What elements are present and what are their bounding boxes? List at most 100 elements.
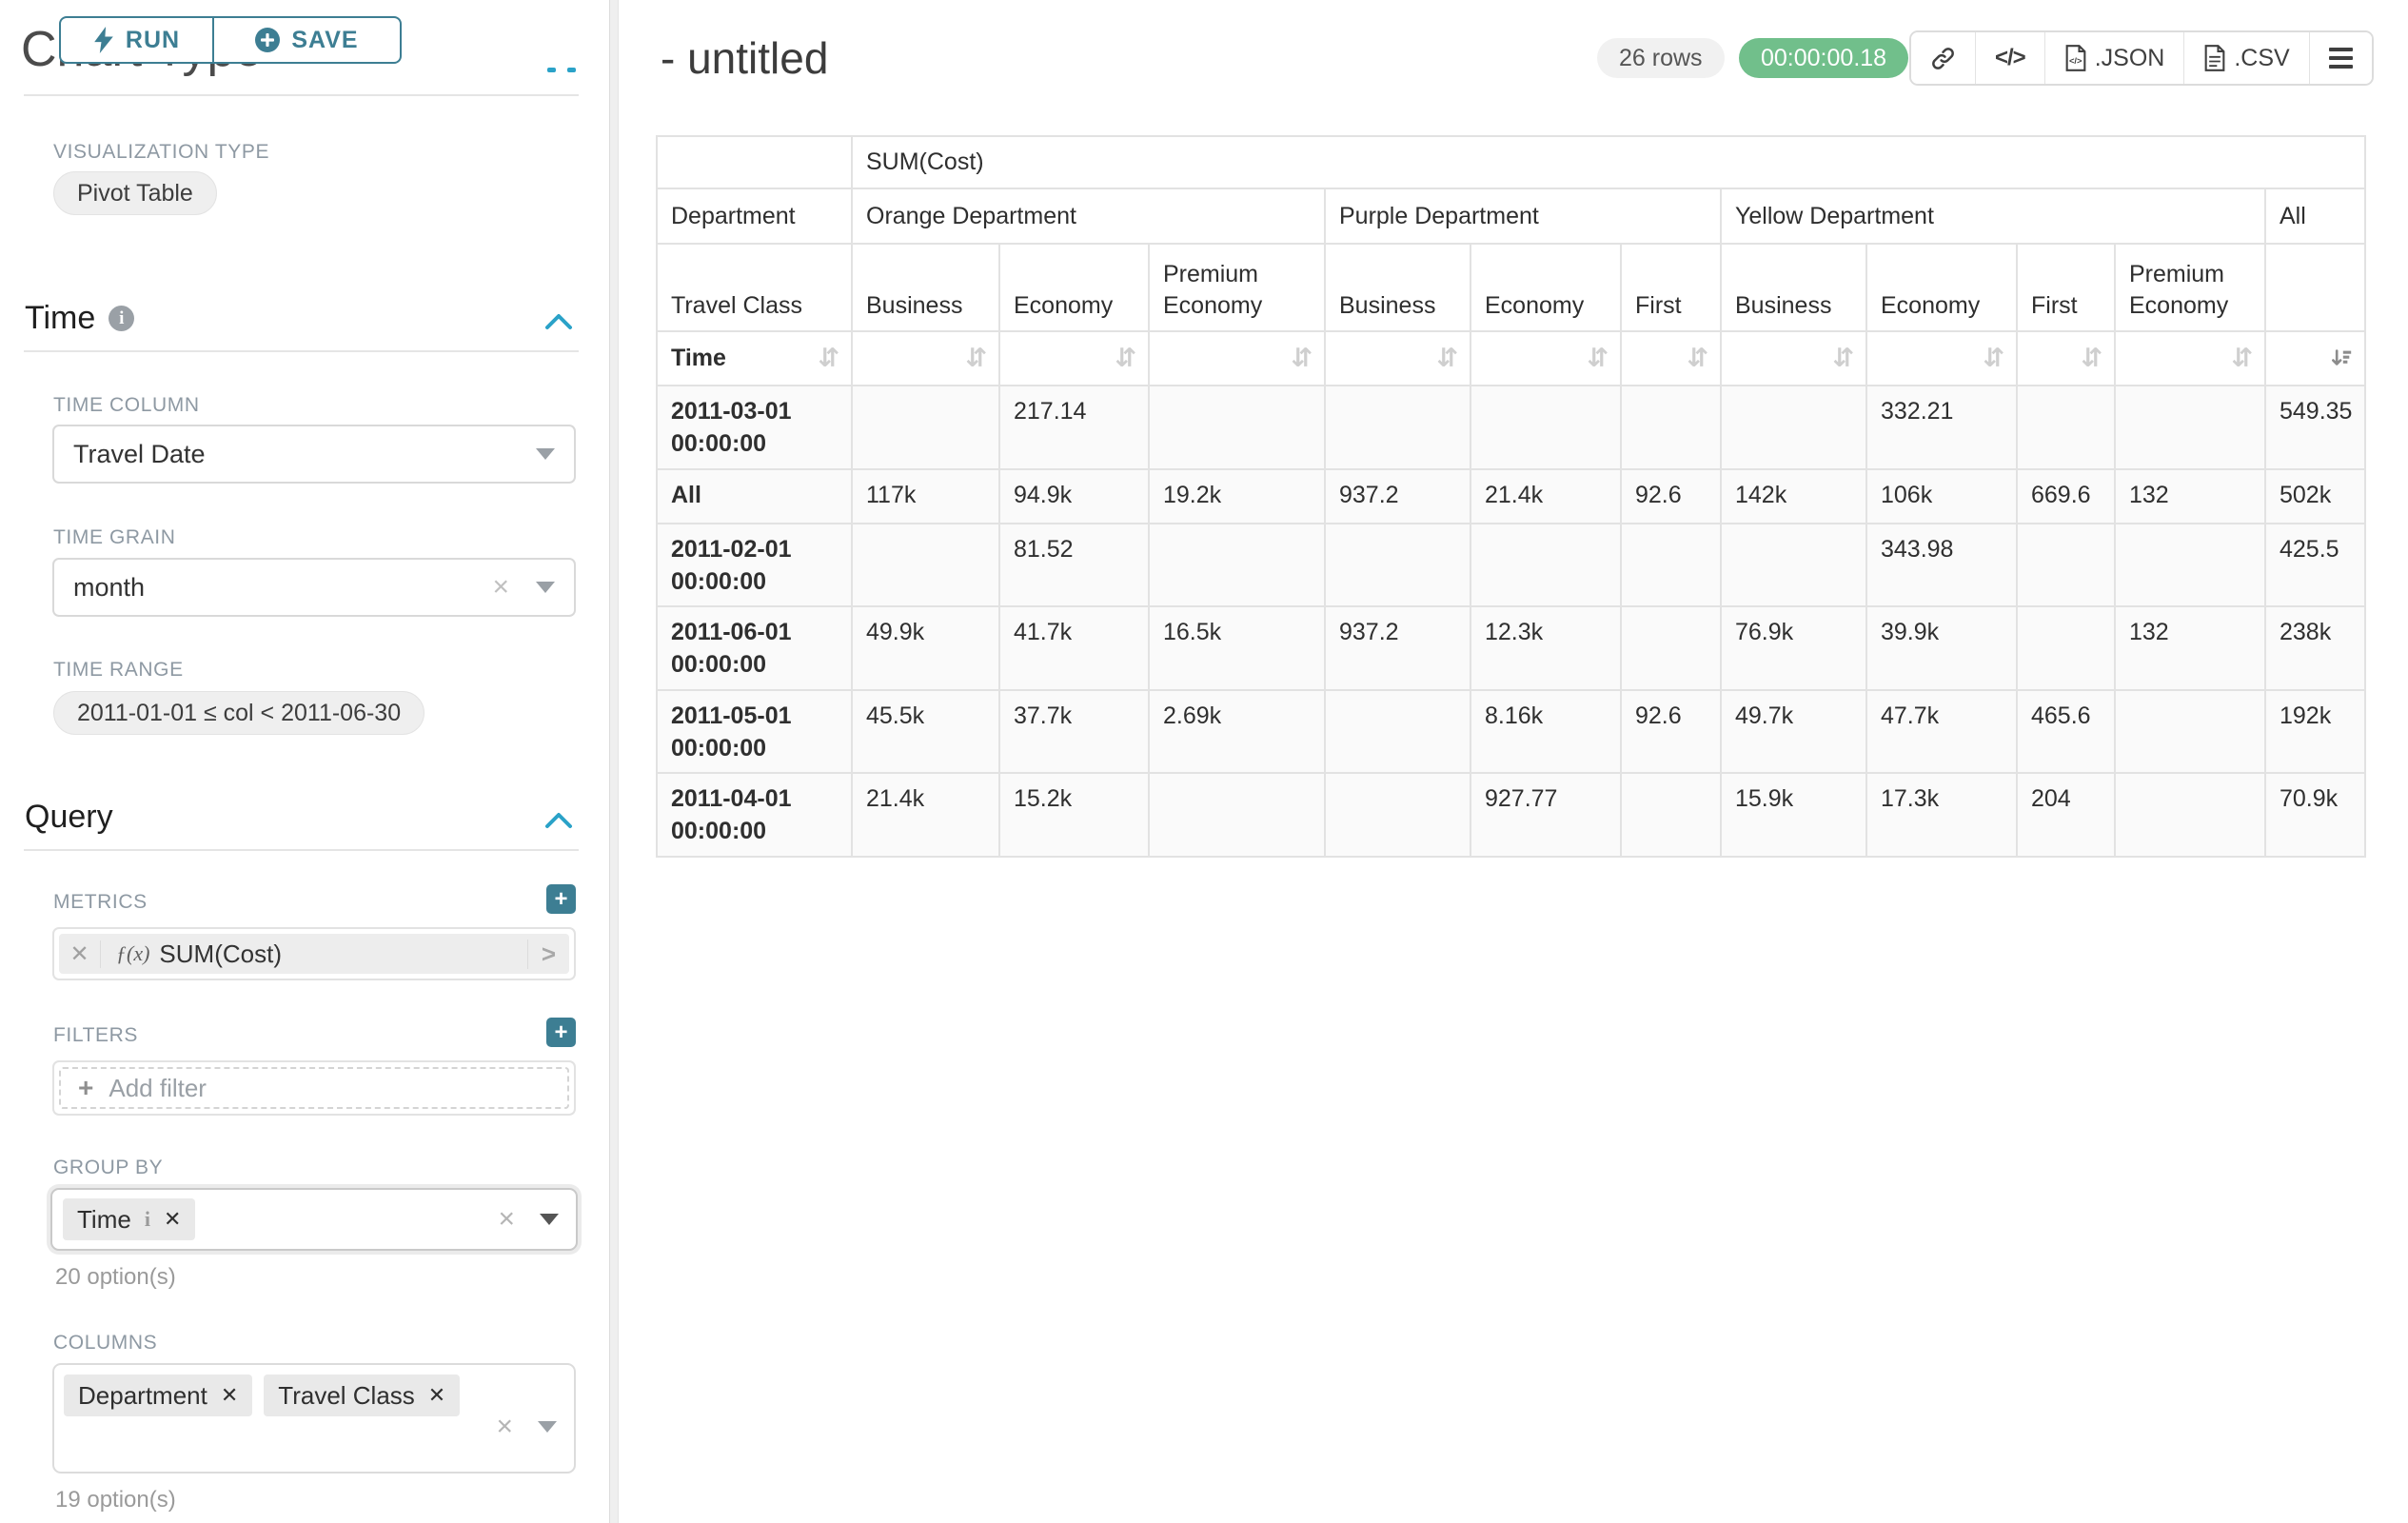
info-icon[interactable]: i: [109, 306, 135, 331]
filters-control: + Add filter: [52, 1060, 576, 1116]
group-by-tag[interactable]: Time i ✕: [63, 1198, 196, 1240]
pivot-row-group-label: Travel Class: [658, 245, 851, 330]
collapsed-chevron-dot: [547, 68, 556, 72]
pivot-sort-cell: ⇵: [1471, 332, 1620, 385]
sort-desc-active-icon[interactable]: [2330, 347, 2353, 370]
add-filter-button[interactable]: + Add filter: [59, 1067, 569, 1109]
pivot-value-cell: 49.7k: [1722, 691, 1865, 772]
chevron-down-icon[interactable]: [538, 1421, 557, 1433]
copy-link-button[interactable]: [1911, 32, 1976, 84]
pivot-group-header: Orange Department: [853, 189, 1324, 243]
run-button[interactable]: RUN: [59, 16, 213, 64]
pivot-value-cell: 92.6: [1622, 470, 1720, 523]
pivot-value-cell: 8.16k: [1471, 691, 1620, 772]
clear-icon[interactable]: ×: [496, 1411, 513, 1442]
section-divider: [24, 849, 579, 851]
pivot-value-cell: [853, 386, 998, 468]
time-column-select[interactable]: Travel Date: [52, 425, 576, 484]
pivot-metric-header: SUM(Cost): [853, 137, 2364, 188]
columns-tag[interactable]: Department ✕: [64, 1375, 253, 1416]
pivot-value-cell: 37.7k: [1000, 691, 1148, 772]
collapse-chevron-icon[interactable]: [544, 811, 573, 830]
pivot-value-cell: [2116, 774, 2264, 856]
pivot-value-cell: 92.6: [1622, 691, 1720, 772]
pivot-value-cell: 425.5: [2266, 524, 2364, 605]
collapse-chevron-icon[interactable]: [544, 312, 573, 331]
export-csv-button[interactable]: .CSV: [2184, 32, 2310, 84]
pivot-value-cell: 142k: [1722, 470, 1865, 523]
embed-code-button[interactable]: </>: [1976, 32, 2045, 84]
sort-icon[interactable]: ⇵: [1291, 344, 1313, 372]
more-options-button[interactable]: [2309, 32, 2372, 84]
sort-icon[interactable]: ⇵: [1832, 344, 1854, 372]
sort-icon[interactable]: ⇵: [2231, 344, 2253, 372]
remove-tag-icon[interactable]: ✕: [163, 1207, 182, 1231]
viz-type-value: Pivot Table: [77, 179, 193, 207]
pivot-class-header: First: [2018, 245, 2114, 330]
pivot-row-label: 2011-03-01 00:00:00: [658, 386, 851, 468]
metric-name: SUM(Cost): [159, 939, 282, 968]
pivot-sort-cell: ⇵: [1150, 332, 1324, 385]
group-by-select[interactable]: Time i ✕ ×: [50, 1188, 578, 1251]
metrics-control: ✕ ƒ(x) SUM(Cost) >: [52, 927, 576, 980]
json-file-icon: </>: [2065, 45, 2086, 71]
sort-icon[interactable]: ⇵: [1587, 344, 1609, 372]
pivot-corner-cell: [658, 137, 851, 188]
clear-icon[interactable]: ×: [498, 1203, 515, 1235]
code-icon: </>: [1995, 45, 2026, 70]
csv-file-icon: [2204, 45, 2225, 71]
remove-tag-icon[interactable]: ✕: [220, 1383, 239, 1407]
sort-icon[interactable]: ⇵: [1115, 344, 1136, 372]
chevron-down-icon[interactable]: [540, 1214, 559, 1225]
pivot-value-cell: 12.3k: [1471, 607, 1620, 689]
clear-icon[interactable]: ×: [492, 571, 509, 603]
pivot-value-cell: 70.9k: [2266, 774, 2364, 856]
add-filter-label: Add filter: [109, 1073, 207, 1102]
remove-tag-icon[interactable]: ✕: [427, 1383, 446, 1407]
sort-icon[interactable]: ⇵: [1983, 344, 2004, 372]
pivot-sort-cell: ⇵: [1000, 332, 1148, 385]
pivot-value-cell: 41.7k: [1000, 607, 1148, 689]
columns-select[interactable]: Department ✕ Travel Class ✕ ×: [52, 1363, 576, 1474]
add-metric-button[interactable]: +: [546, 884, 576, 914]
time-grain-value: month: [73, 572, 146, 602]
sort-icon[interactable]: ⇵: [1687, 344, 1708, 372]
add-filter-plus-button[interactable]: +: [546, 1018, 576, 1047]
query-section-title: Query: [25, 799, 113, 835]
sort-icon[interactable]: ⇵: [818, 344, 839, 372]
pivot-class-header: Business: [853, 245, 998, 330]
expand-metric-icon[interactable]: >: [527, 939, 569, 969]
sort-icon[interactable]: ⇵: [965, 344, 987, 372]
viz-type-pill[interactable]: Pivot Table: [53, 171, 217, 215]
export-json-button[interactable]: </> .JSON: [2044, 32, 2185, 84]
columns-tag[interactable]: Travel Class ✕: [264, 1375, 461, 1416]
chart-title[interactable]: - untitled: [661, 33, 829, 83]
pivot-sort-cell: ⇵: [853, 332, 998, 385]
sort-icon[interactable]: ⇵: [1436, 344, 1458, 372]
pivot-sort-cell: ⇵: [1622, 332, 1720, 385]
row-count-badge: 26 rows: [1597, 38, 1725, 78]
metric-token[interactable]: ✕ ƒ(x) SUM(Cost) >: [59, 934, 569, 974]
save-button-label: SAVE: [291, 26, 359, 53]
pivot-value-cell: [853, 524, 998, 605]
pivot-value-cell: 132: [2116, 607, 2264, 689]
time-range-pill[interactable]: 2011-01-01 ≤ col < 2011-06-30: [53, 691, 425, 735]
pivot-value-cell: [1622, 386, 1720, 468]
pivot-sort-cell: ⇵: [2116, 332, 2264, 385]
chevron-down-icon[interactable]: [536, 448, 555, 460]
pivot-sort-cell: ⇵: [1722, 332, 1865, 385]
sort-icon[interactable]: ⇵: [2081, 344, 2102, 372]
chevron-down-icon[interactable]: [536, 582, 555, 593]
pivot-value-cell: 2.69k: [1150, 691, 1324, 772]
pivot-class-header: Business: [1326, 245, 1470, 330]
link-icon: [1932, 47, 1954, 69]
pivot-value-cell: 106k: [1867, 470, 2016, 523]
pivot-row-label: 2011-04-01 00:00:00: [658, 774, 851, 856]
bolt-icon: [94, 27, 113, 53]
remove-metric-icon[interactable]: ✕: [59, 940, 101, 968]
pivot-class-header: First: [1622, 245, 1720, 330]
filters-label: FILTERS: [53, 1024, 138, 1046]
time-grain-select[interactable]: month ×: [52, 558, 576, 617]
panel-resize-handle[interactable]: [609, 0, 619, 1523]
save-button[interactable]: SAVE: [213, 16, 402, 64]
